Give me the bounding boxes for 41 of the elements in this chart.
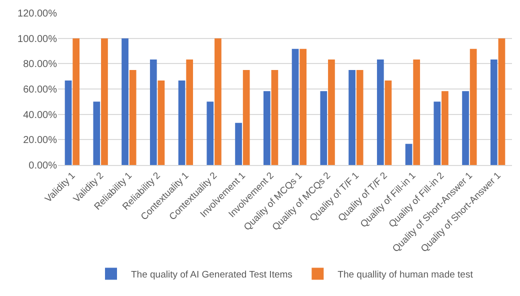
legend-label: The quality of AI Generated Test Items bbox=[131, 269, 293, 280]
bar bbox=[348, 70, 356, 165]
bar bbox=[214, 38, 222, 165]
bar bbox=[178, 80, 186, 165]
y-tick-label: 20.00% bbox=[23, 135, 58, 146]
y-tick-label: 80.00% bbox=[23, 59, 58, 70]
y-tick-label: 60.00% bbox=[23, 84, 58, 96]
bar bbox=[442, 91, 448, 165]
bar bbox=[271, 70, 278, 165]
bar bbox=[413, 59, 420, 165]
bar bbox=[328, 59, 335, 165]
bar bbox=[206, 102, 214, 165]
y-tick-label: 120.00% bbox=[18, 8, 58, 20]
bar bbox=[186, 59, 194, 165]
legend-label: The quallity of human made test bbox=[338, 269, 474, 280]
bar bbox=[129, 70, 136, 165]
bar bbox=[150, 59, 157, 165]
bar bbox=[376, 59, 384, 165]
y-tick-label: 100.00% bbox=[18, 34, 58, 45]
bar bbox=[263, 91, 270, 165]
bar bbox=[434, 102, 441, 165]
bar bbox=[470, 48, 477, 165]
bar bbox=[405, 144, 412, 165]
y-tick-label: 0.00% bbox=[28, 160, 58, 172]
bar bbox=[242, 70, 250, 165]
bar bbox=[490, 59, 498, 165]
bar bbox=[158, 80, 165, 165]
bar bbox=[462, 91, 469, 165]
bar bbox=[320, 91, 328, 165]
bar bbox=[72, 38, 80, 165]
bar bbox=[300, 48, 307, 165]
bar bbox=[292, 48, 299, 165]
bar bbox=[384, 80, 392, 165]
bar bbox=[356, 70, 364, 165]
bar bbox=[122, 38, 128, 165]
bar bbox=[235, 122, 242, 165]
bar bbox=[64, 80, 72, 165]
y-tick-label: 40.00% bbox=[23, 110, 58, 121]
bar bbox=[101, 38, 108, 165]
bar bbox=[93, 102, 100, 165]
bar bbox=[498, 38, 506, 165]
